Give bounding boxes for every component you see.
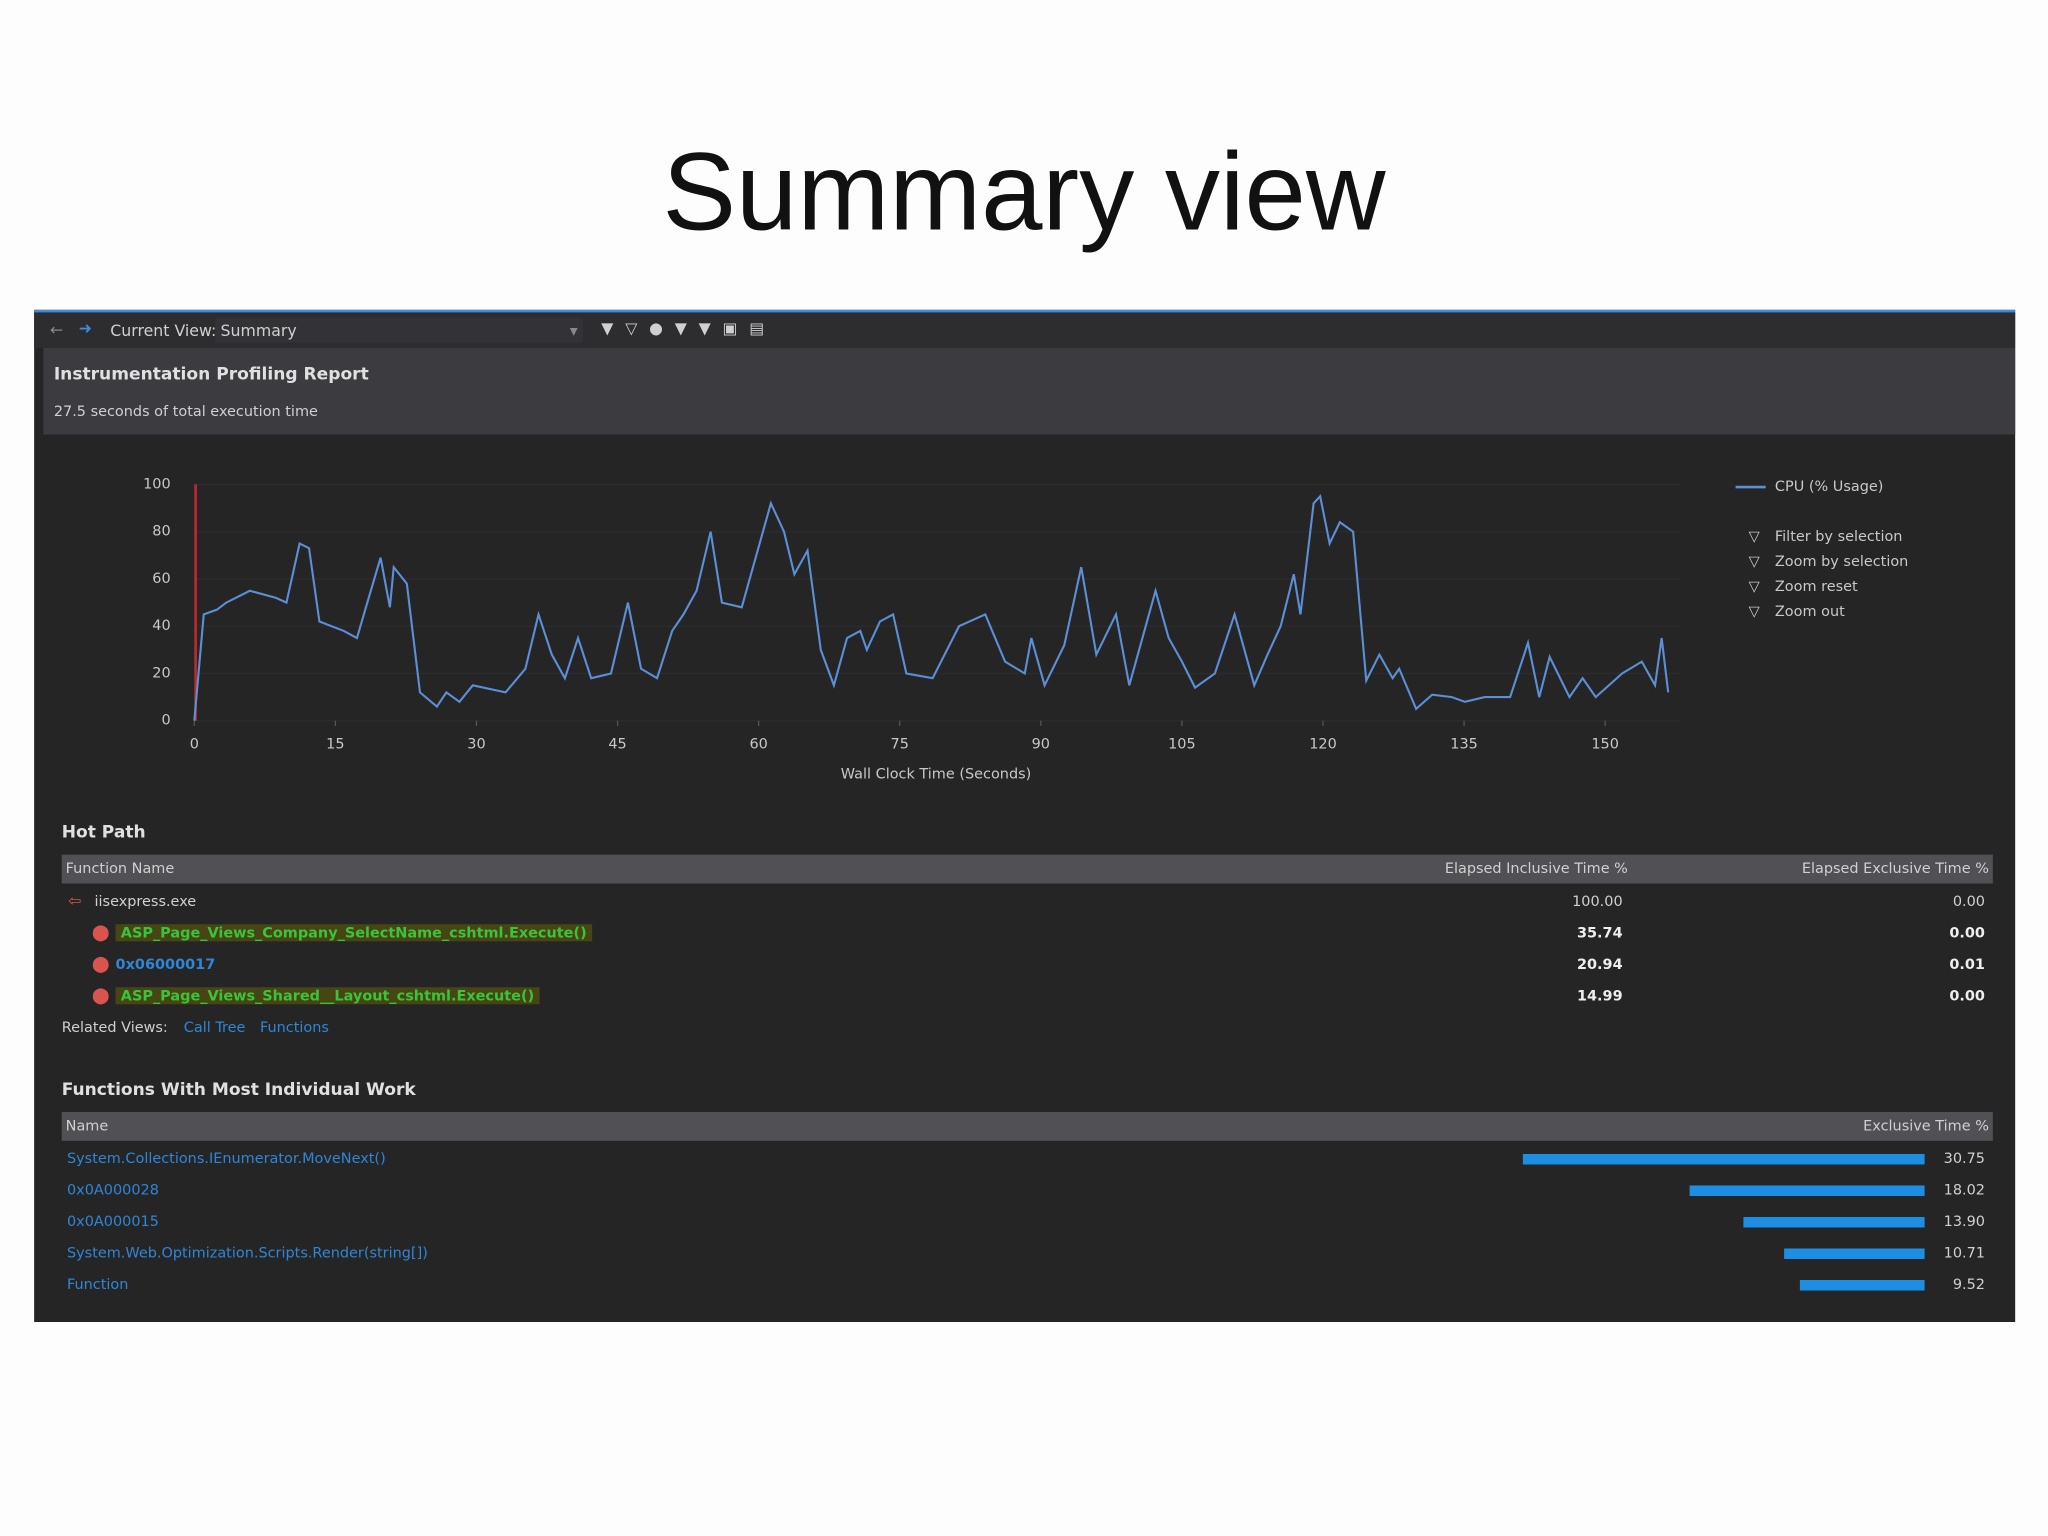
x-tick-label: 150 bbox=[1591, 736, 1619, 752]
slide-title: Summary view bbox=[662, 129, 1386, 254]
function-icon: ⬤ bbox=[91, 985, 110, 1005]
legend-label: CPU (% Usage) bbox=[1775, 479, 1883, 495]
section-title: Hot Path bbox=[61, 823, 146, 843]
function-name: iisexpress.exe bbox=[94, 892, 197, 910]
y-tick-label: 80 bbox=[152, 524, 170, 540]
y-tick-label: 40 bbox=[152, 618, 170, 634]
inclusive-time: 20.94 bbox=[1576, 955, 1623, 973]
cpu-line bbox=[193, 494, 1670, 721]
function-name[interactable]: 0x0A000015 bbox=[66, 1213, 159, 1231]
x-tick-label: 135 bbox=[1450, 736, 1478, 752]
y-tick-label: 100 bbox=[143, 476, 171, 492]
column-header: Exclusive Time % bbox=[1863, 1117, 1989, 1135]
x-tick-label: 15 bbox=[326, 736, 344, 752]
related-link[interactable]: Call Tree bbox=[183, 1018, 246, 1036]
profiler-panel bbox=[34, 309, 2016, 1323]
function-icon: ⇦ bbox=[68, 891, 82, 910]
report-subtitle: 27.5 seconds of total execution time bbox=[53, 403, 318, 421]
action-icon: ▽ bbox=[1749, 604, 1761, 620]
x-tick-label: 90 bbox=[1032, 736, 1050, 752]
function-name[interactable]: ASP_Page_Views_Shared__Layout_cshtml.Exe… bbox=[115, 987, 540, 1005]
back-button[interactable]: ← bbox=[49, 320, 64, 339]
function-name[interactable]: System.Web.Optimization.Scripts.Render(s… bbox=[66, 1244, 428, 1262]
action-icon: ▽ bbox=[1749, 554, 1761, 570]
function-name[interactable]: 0x0A000028 bbox=[66, 1181, 159, 1199]
related-label: Related Views: bbox=[61, 1018, 168, 1036]
column-header: Function Name bbox=[65, 859, 175, 877]
function-name[interactable]: System.Collections.IEnumerator.MoveNext(… bbox=[66, 1150, 386, 1168]
exclusive-time: 9.52 bbox=[1952, 1276, 1985, 1294]
toolbar-icons[interactable]: ▼▽●▼▼▣▤ bbox=[601, 319, 776, 338]
chart-action[interactable]: ▽ Filter by selection bbox=[1749, 529, 1903, 545]
column-header: Elapsed Exclusive Time % bbox=[1801, 859, 1989, 877]
function-icon: ⬤ bbox=[91, 954, 110, 973]
column-header: Elapsed Inclusive Time % bbox=[1444, 859, 1628, 877]
action-label: Zoom reset bbox=[1775, 579, 1858, 595]
chart-action[interactable]: ▽ Zoom out bbox=[1749, 604, 1845, 620]
x-tick-label: 0 bbox=[190, 736, 199, 752]
function-name[interactable]: Function bbox=[66, 1276, 129, 1294]
function-name[interactable]: ASP_Page_Views_Company_SelectName_cshtml… bbox=[115, 924, 592, 942]
work-bar bbox=[1522, 1153, 1925, 1165]
action-label: Zoom out bbox=[1775, 604, 1845, 620]
exclusive-time: 0.00 bbox=[1952, 892, 1985, 910]
table-header bbox=[61, 854, 1993, 884]
work-bar bbox=[1689, 1185, 1925, 1196]
action-label: Filter by selection bbox=[1775, 529, 1903, 545]
y-tick-label: 60 bbox=[152, 571, 170, 587]
action-icon: ▽ bbox=[1749, 579, 1761, 595]
inclusive-time: 100.00 bbox=[1572, 892, 1623, 910]
forward-button[interactable]: ➜ bbox=[78, 319, 92, 338]
exclusive-time: 0.00 bbox=[1949, 924, 1985, 942]
y-tick-label: 20 bbox=[152, 665, 170, 681]
table-header bbox=[61, 1111, 1993, 1141]
chart-action[interactable]: ▽ Zoom reset bbox=[1749, 579, 1858, 595]
action-icon: ▽ bbox=[1749, 529, 1761, 545]
column-header: Name bbox=[65, 1117, 109, 1135]
x-tick-label: 30 bbox=[467, 736, 485, 752]
view-dropdown[interactable]: Summary ▾ bbox=[215, 317, 583, 343]
exclusive-time: 0.01 bbox=[1949, 955, 1985, 973]
x-axis-label: Wall Clock Time (Seconds) bbox=[841, 767, 1031, 783]
function-icon: ⬤ bbox=[91, 922, 110, 942]
inclusive-time: 35.74 bbox=[1576, 924, 1623, 942]
report-title: Instrumentation Profiling Report bbox=[53, 364, 369, 385]
exclusive-time: 18.02 bbox=[1943, 1181, 1985, 1199]
current-view-label: Current View: bbox=[110, 321, 217, 341]
section-title: Functions With Most Individual Work bbox=[61, 1080, 416, 1101]
toolbar: ← ➜ Current View: Summary ▾ ▼▽●▼▼▣▤ bbox=[34, 312, 2016, 348]
x-tick-label: 45 bbox=[608, 736, 626, 752]
action-label: Zoom by selection bbox=[1775, 554, 1908, 570]
x-tick-label: 105 bbox=[1168, 736, 1196, 752]
work-bar bbox=[1743, 1216, 1925, 1228]
current-view: Summary bbox=[220, 321, 297, 341]
dropdown-arrow: ▾ bbox=[569, 321, 578, 341]
function-name[interactable]: 0x06000017 bbox=[115, 955, 216, 973]
inclusive-time: 14.99 bbox=[1576, 987, 1623, 1005]
work-bar bbox=[1784, 1248, 1925, 1259]
y-tick-label: 0 bbox=[161, 713, 170, 729]
exclusive-time: 10.71 bbox=[1943, 1244, 1985, 1262]
x-tick-label: 75 bbox=[891, 736, 909, 752]
exclusive-time: 13.90 bbox=[1943, 1213, 1985, 1231]
chart-action[interactable]: ▽ Zoom by selection bbox=[1749, 554, 1909, 570]
exclusive-time: 0.00 bbox=[1949, 987, 1985, 1005]
x-tick-label: 120 bbox=[1309, 736, 1337, 752]
related-link[interactable]: Functions bbox=[259, 1018, 329, 1036]
x-tick-label: 60 bbox=[749, 736, 767, 752]
exclusive-time: 30.75 bbox=[1943, 1150, 1985, 1168]
work-bar bbox=[1800, 1279, 1925, 1291]
report-header: Instrumentation Profiling Report 27.5 se… bbox=[43, 347, 2016, 435]
